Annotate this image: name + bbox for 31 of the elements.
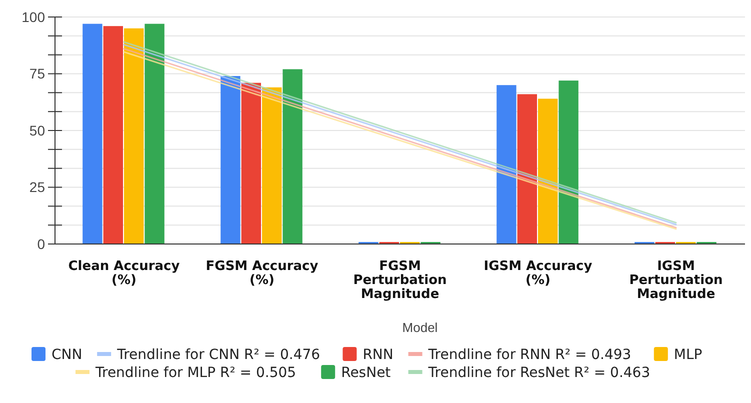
y-tick-label: 0 bbox=[37, 236, 46, 252]
y-tick-label: 100 bbox=[22, 8, 46, 25]
x-tick-label: FGSM Perturbation Magnitude bbox=[353, 259, 447, 302]
y-tick-label: 50 bbox=[29, 122, 46, 138]
x-tick-label: FGSM Accuracy (%) bbox=[206, 259, 319, 288]
bar bbox=[124, 28, 144, 244]
bar bbox=[82, 24, 102, 244]
bar bbox=[496, 85, 516, 244]
legend-label: CNN bbox=[52, 346, 82, 363]
bar bbox=[262, 87, 282, 244]
bar bbox=[538, 98, 558, 244]
legend-label: RNN bbox=[362, 346, 394, 363]
bar bbox=[517, 94, 537, 244]
bar bbox=[241, 82, 261, 244]
legend-label: MLP bbox=[674, 346, 702, 363]
legend-label: ResNet bbox=[341, 364, 392, 381]
bar bbox=[282, 69, 302, 244]
legend-label: Trendline for MLP R² = 0.505 bbox=[94, 364, 296, 381]
y-tick-label: 75 bbox=[29, 66, 46, 82]
bar bbox=[103, 26, 123, 244]
bar bbox=[144, 24, 164, 244]
bar bbox=[220, 76, 240, 244]
y-tick-label: 25 bbox=[29, 179, 46, 196]
legend-label: Trendline for CNN R² = 0.476 bbox=[116, 346, 320, 363]
legend-label: Trendline for ResNet R² = 0.463 bbox=[427, 364, 650, 381]
legend-label: Trendline for RNN R² = 0.493 bbox=[427, 346, 632, 363]
x-tick-label: IGSM Perturbation Magnitude bbox=[629, 259, 723, 302]
bar bbox=[558, 80, 578, 244]
x-tick-label: Clean Accuracy (%) bbox=[68, 259, 180, 288]
x-axis-title: Model bbox=[402, 320, 438, 335]
x-tick-label: IGSM Accuracy (%) bbox=[484, 259, 593, 288]
